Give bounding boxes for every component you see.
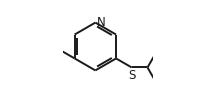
Text: N: N: [97, 16, 106, 29]
Text: S: S: [128, 69, 136, 82]
